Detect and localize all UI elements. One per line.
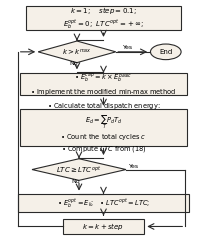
FancyBboxPatch shape [20, 73, 186, 95]
FancyBboxPatch shape [20, 110, 186, 146]
Text: End: End [158, 49, 172, 55]
FancyBboxPatch shape [62, 219, 144, 234]
Text: Yes: Yes [122, 45, 132, 51]
Text: $k = 1$;    $step = 0.1$;
$E_b^{opt} = 0$;  $LTC^{opt} = +\infty$;: $k = 1$; $step = 0.1$; $E_b^{opt} = 0$; … [63, 5, 143, 31]
Text: $k > k^{max}$: $k > k^{max}$ [62, 47, 91, 57]
Text: Yes: Yes [128, 164, 138, 169]
Polygon shape [32, 159, 125, 180]
FancyBboxPatch shape [18, 194, 188, 212]
Text: $\bullet$ Calculate total dispatch energy:
$E_d = \sum_T P_d T_d$
$\bullet$ Coun: $\bullet$ Calculate total dispatch energ… [47, 101, 159, 154]
Ellipse shape [150, 44, 180, 60]
Text: $k = k + step$: $k = k + step$ [82, 221, 124, 232]
Text: $LTC \geq LTC^{opt}$: $LTC \geq LTC^{opt}$ [56, 164, 101, 175]
Polygon shape [38, 41, 115, 63]
Text: No: No [69, 61, 78, 66]
FancyBboxPatch shape [26, 6, 180, 30]
Text: $\bullet\ E_b^{cap} = k \times E_b^{basic}$
$\bullet$ Implement the modified min: $\bullet\ E_b^{cap} = k \times E_b^{basi… [30, 72, 176, 97]
Text: No: No [71, 180, 80, 184]
Text: $\bullet\ E_b^{opt} = E_k$;   $\bullet\ LTC^{opt} = LTC$;: $\bullet\ E_b^{opt} = E_k$; $\bullet\ LT… [57, 197, 149, 210]
